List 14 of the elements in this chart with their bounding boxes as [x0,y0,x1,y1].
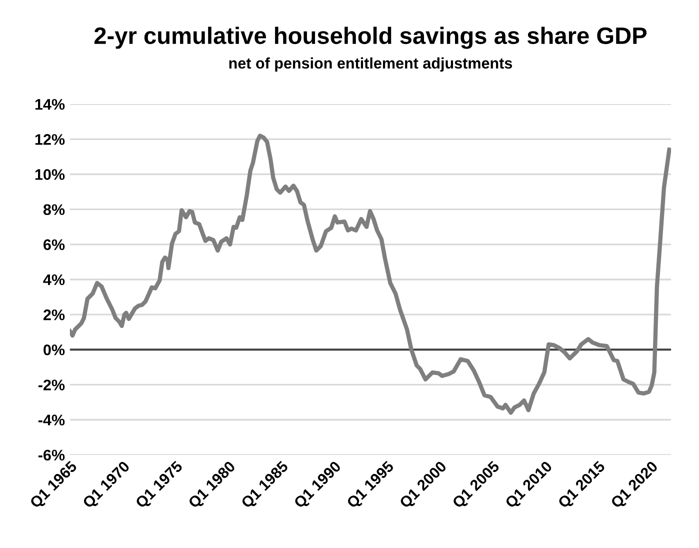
chart-title: 2-yr cumulative household savings as share GDP [94,26,647,49]
y-tick-label: 2% [43,309,65,320]
y-tick-label: -4% [38,414,65,426]
y-tick-label: -6% [38,450,65,461]
y-tick-label: 6% [44,239,65,250]
y-tick-label: 10% [35,169,65,180]
y-tick-label: 12% [35,134,65,145]
y-tick-label: 4% [43,274,65,286]
y-tick-label: 8% [43,204,65,216]
line-series [70,134,672,415]
chart-subtitle: net of pension entitlement adjustments [229,57,512,72]
y-tick-label: 14% [35,99,65,110]
y-tick-label: -2% [38,380,65,390]
y-tick-label: 0% [44,344,65,356]
